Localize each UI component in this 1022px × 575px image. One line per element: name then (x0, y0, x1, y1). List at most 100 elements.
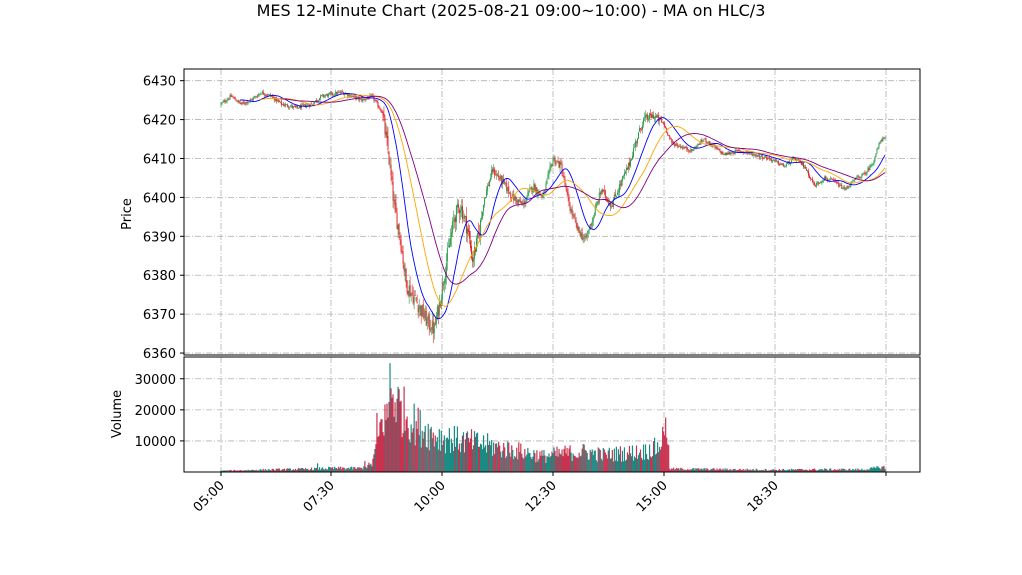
volume-bar (526, 454, 528, 472)
candle-body (697, 143, 699, 146)
candle-body (544, 190, 546, 192)
volume-bar (327, 469, 329, 472)
volume-bar (725, 469, 727, 472)
volume-bar (299, 468, 302, 472)
candle-body (394, 199, 396, 205)
volume-bar (440, 430, 442, 472)
candle-body (637, 138, 639, 144)
volume-bar (799, 469, 802, 472)
volume-bar (619, 446, 622, 472)
candle-body (642, 125, 644, 130)
candle-body (514, 196, 516, 201)
volume-bar (796, 468, 799, 472)
volume-bar (233, 469, 235, 472)
volume-bar (306, 468, 309, 472)
volume-bar (274, 470, 276, 472)
candle-body (807, 170, 809, 172)
volume-bar (497, 447, 499, 472)
volume-bar (557, 456, 559, 472)
candle-body (363, 98, 365, 100)
candle-body (517, 199, 519, 204)
volume-bar (307, 469, 310, 472)
volume-panel-frame (183, 356, 921, 473)
volume-bar (669, 468, 671, 472)
volume-bar (626, 452, 629, 472)
volume-bar (567, 455, 569, 472)
volume-bar (342, 467, 344, 472)
candle-body (259, 93, 261, 95)
candle-body (429, 328, 431, 331)
candle-body (481, 217, 483, 220)
candle-body (388, 151, 390, 165)
candle-body (324, 95, 326, 97)
volume-bar (455, 437, 458, 472)
volume-bar (522, 457, 524, 472)
volume-bar (427, 423, 429, 472)
volume-bar (341, 469, 343, 472)
volume-bar (881, 466, 883, 472)
candle-body (339, 91, 341, 93)
candle-body (353, 95, 355, 97)
candle-body (781, 163, 783, 165)
volume-bar (534, 453, 536, 472)
candle-body (835, 180, 837, 182)
candle-body (406, 280, 408, 293)
candle-body (620, 180, 622, 186)
volume-bar (331, 467, 333, 472)
volume-bar (381, 419, 383, 472)
candle-body (586, 233, 588, 238)
volume-bar (364, 461, 366, 472)
volume-bar (847, 470, 849, 472)
candle-body (777, 160, 779, 165)
candle-body (843, 187, 845, 189)
ma-mid-line (260, 94, 886, 307)
volume-bar (444, 453, 446, 472)
volume-bar (640, 457, 643, 472)
volume-bar (429, 428, 431, 472)
volume-bar (772, 469, 774, 472)
volume-bar (630, 456, 633, 472)
volume-bar (397, 386, 399, 472)
candle-body (475, 248, 477, 252)
price-tick-label: 6390 (143, 230, 176, 245)
candle-body (270, 95, 272, 97)
candle-body (599, 192, 601, 194)
volume-bar (682, 468, 684, 472)
candle-body (322, 94, 324, 96)
price-tick-label: 6430 (143, 75, 176, 90)
volume-bar (281, 469, 283, 472)
candle-body (352, 96, 354, 98)
volume-bar (878, 467, 880, 472)
candle-body (643, 118, 645, 125)
candle-body (730, 153, 732, 155)
volume-bar (337, 469, 339, 472)
volume-bar (474, 436, 477, 472)
candle-body (447, 246, 449, 248)
candle-body (702, 140, 704, 142)
candle-body (545, 183, 547, 191)
volume-bar (278, 468, 280, 472)
candle-body (646, 114, 648, 117)
volume-bar (431, 438, 433, 472)
volume-bar (496, 443, 498, 472)
volume-bar (392, 394, 394, 472)
candle-body (624, 171, 626, 174)
candle-body (223, 100, 225, 102)
volume-bar (486, 452, 488, 472)
candle-body (850, 183, 852, 187)
candle-body (344, 93, 346, 96)
volume-bar (232, 470, 234, 472)
candle-body (402, 251, 404, 264)
candle-body (552, 158, 554, 166)
volume-bar (603, 449, 605, 472)
candle-body (492, 169, 494, 172)
candle-body (522, 204, 524, 206)
candle-body (491, 169, 493, 178)
volume-bar (434, 435, 436, 472)
volume-bar (507, 441, 509, 472)
volume-bar (335, 468, 337, 472)
candle-body (872, 163, 874, 165)
candle-body (275, 97, 277, 102)
volume-bar (473, 431, 476, 472)
volume-bar (864, 469, 866, 472)
